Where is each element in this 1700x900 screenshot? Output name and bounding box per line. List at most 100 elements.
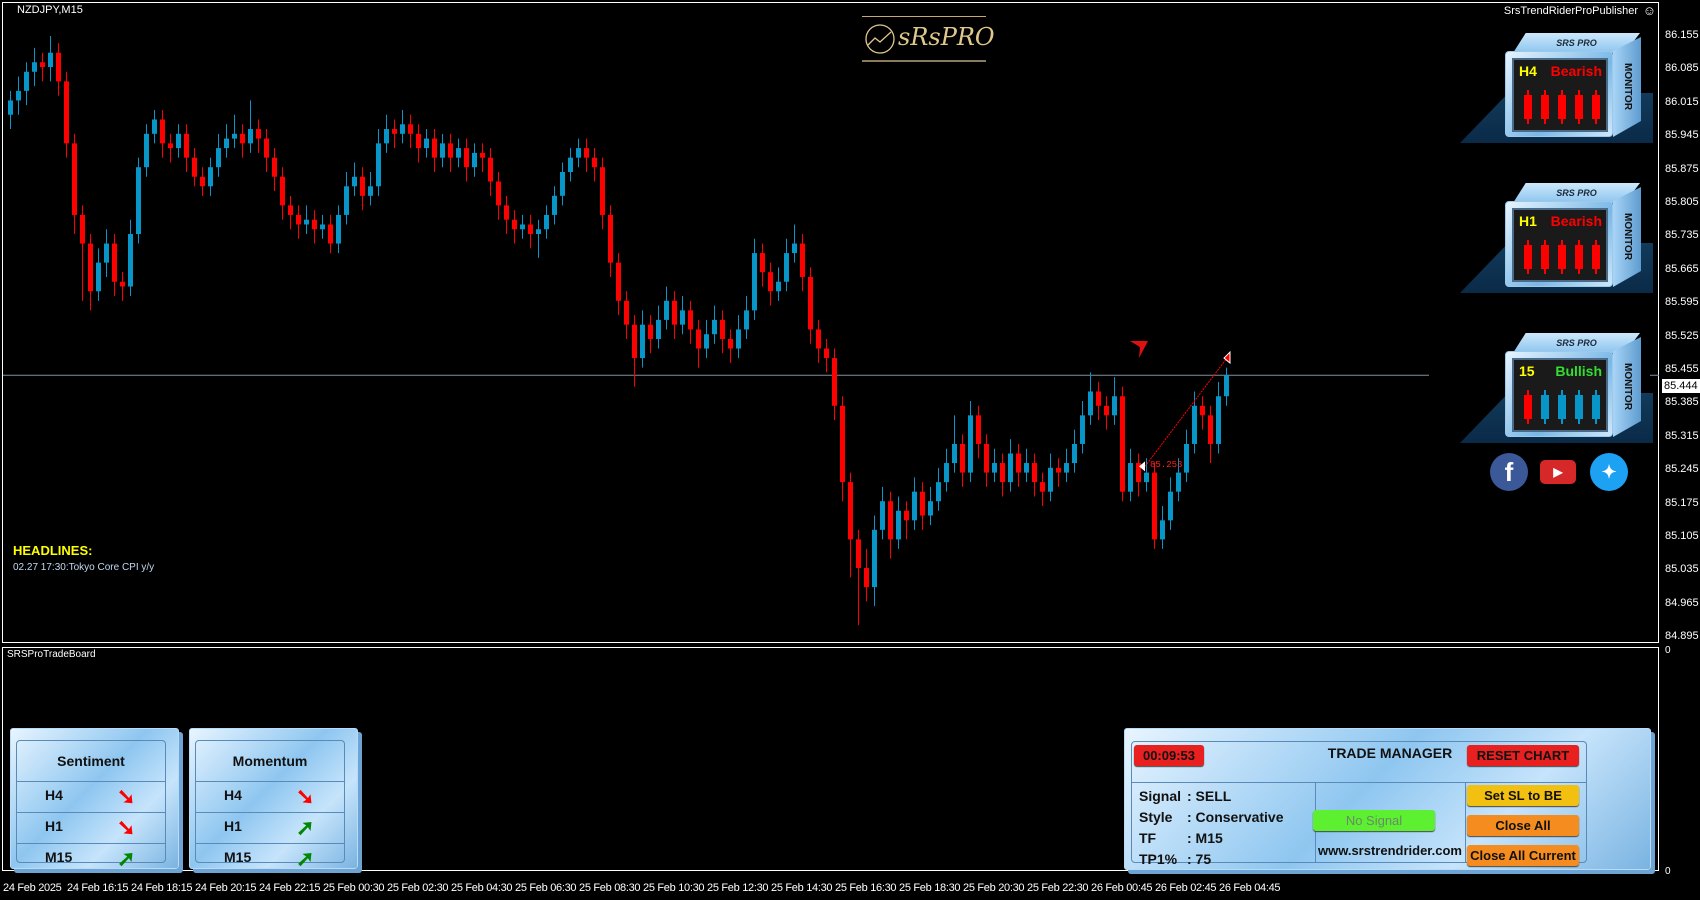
arrow-up-icon: ➚ [117,846,136,871]
trade-field-label: TF [1139,830,1157,846]
candle-body [352,176,357,187]
sentiment-title: Sentiment [57,753,125,769]
candle-body [488,157,493,182]
candle [1080,401,1085,454]
candle [496,171,501,220]
candle [480,143,485,172]
candle [336,205,341,254]
candle-body [632,324,637,359]
candle-body [1000,463,1005,483]
monitor-side-label: MONITOR [1613,337,1641,437]
time-axis-label: 25 Feb 06:30 [515,882,577,894]
price-axis-label: 86.015 [1665,95,1699,108]
reset-chart-button[interactable]: RESET CHART [1467,745,1579,766]
candle [1160,505,1165,549]
candle [120,272,125,301]
signal-status-button[interactable]: No Signal [1313,810,1435,831]
candle-body [504,205,509,220]
monitor-bar-bear [1541,90,1549,124]
twitter-icon[interactable]: ✦ [1590,453,1628,491]
facebook-icon[interactable]: f [1490,453,1528,491]
candle-body [1136,463,1141,483]
candle-body [1096,391,1101,406]
countdown-timer: 00:09:53 [1134,745,1204,766]
price-chart[interactable] [0,0,1700,645]
candle [880,486,885,540]
monitor-bar-bear [1592,240,1600,274]
candle-body [1016,453,1021,473]
price-axis-label: 85.595 [1665,296,1699,309]
close-all-button[interactable]: Close All [1467,815,1579,836]
candle [48,36,53,82]
time-axis-label: 24 Feb 18:15 [131,882,193,894]
candle [920,482,925,530]
candle [752,238,757,320]
candle [736,315,741,359]
candle-body [24,71,29,91]
candle [1144,458,1149,492]
candle [536,219,541,258]
candle [912,477,917,530]
monitor-bar-bull [1575,390,1583,424]
momentum-row: M15 ➚ [196,843,344,874]
candle [744,296,749,339]
candle-body [1024,463,1029,473]
entry-arrow-icon [1139,461,1145,472]
candle-body [1208,415,1213,444]
candle-body [376,143,381,187]
candle-body [136,167,141,235]
candle [240,124,245,158]
candle-body [552,195,557,215]
smiley-icon[interactable]: ☺ [1642,3,1656,18]
set-sl-to-be-button[interactable]: Set SL to BE [1467,785,1579,806]
candle-body [520,224,525,230]
headline-item[interactable]: 02.27 17:30:Tokyo Core CPI y/y [13,562,155,573]
candle [1224,367,1229,406]
candle [200,167,205,196]
candle [968,401,973,483]
price-axis-label: 84.965 [1665,596,1699,609]
price-axis-label: 85.805 [1665,196,1699,208]
close-all-current-button[interactable]: Close All Current [1467,845,1579,866]
price-axis-label: 85.175 [1665,496,1699,509]
candle-body [56,52,61,82]
candle-body [168,143,173,149]
expert-publisher-label: SrsTrendRiderProPublisher [1503,5,1638,17]
candle-body [864,568,869,588]
candle-body [1224,375,1229,397]
candle [312,210,317,244]
candle [904,501,909,540]
monitor-bar-bear [1524,90,1532,124]
current-price-tag: 85.444 [1662,379,1700,393]
candle [1104,396,1109,430]
candle-body [1064,463,1069,473]
candle-body [1128,463,1133,492]
candle-body [88,243,93,292]
candle-body [576,148,581,158]
time-axis-label: 24 Feb 20:15 [195,882,257,894]
candle [128,219,133,297]
candle [328,214,333,254]
candle [520,214,525,239]
monitor-brand: SRS PRO [1513,333,1640,353]
main-chart-frame[interactable] [2,2,1659,643]
candle [560,162,565,206]
candle-body [1216,396,1221,444]
candle [464,138,469,182]
monitor-bar-bear [1575,90,1583,124]
candle-body [1184,443,1189,473]
candle-body [808,276,813,330]
youtube-icon[interactable]: ▶ [1540,460,1576,484]
monitor-bar-bear [1558,90,1566,124]
candle [208,157,213,196]
website-link[interactable]: www.srstrendrider.com [1317,843,1462,858]
time-axis-label: 25 Feb 10:30 [643,882,705,894]
candle [960,434,965,487]
momentum-timeframe: H1 [224,818,242,834]
monitor-status: Bullish [1555,363,1602,379]
candle-body [880,501,885,530]
candle [416,124,421,163]
candle [944,448,949,492]
candle [504,195,509,235]
candle-body [544,214,549,230]
